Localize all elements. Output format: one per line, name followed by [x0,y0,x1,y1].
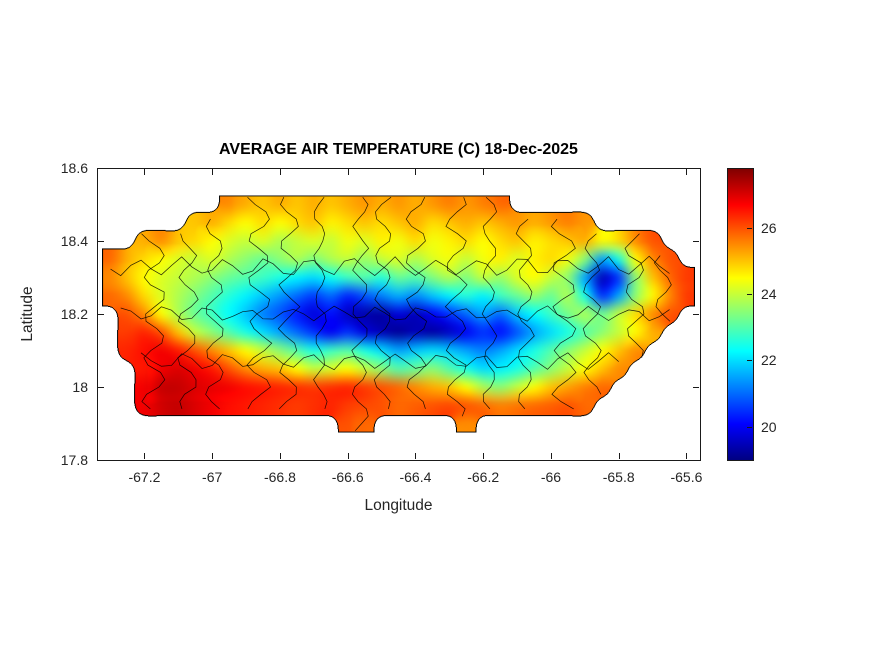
y-tick-label: 17.8 [60,452,88,468]
x-tick-label: -66.2 [467,469,500,485]
x-tick-label: -66.6 [331,469,364,485]
colorbar-tick-label: 24 [761,286,777,303]
colorbar-tick-label: 22 [761,352,777,369]
y-tick-label: 18 [72,379,88,395]
x-tick-label: -66.8 [263,469,296,485]
x-tick-label: -67 [202,469,223,485]
x-tick-label: -66.4 [399,469,432,485]
plot-title: AVERAGE AIR TEMPERATURE (C) 18-Dec-2025 [219,141,578,158]
colorbar-tick-label: 26 [761,219,777,236]
x-tick-label: -65.8 [602,469,635,485]
y-axis-label: Latitude [19,286,36,342]
x-tick-label: -65.6 [670,469,703,485]
y-tick-label: 18.4 [60,233,88,249]
y-tick-label: 18.2 [60,306,88,322]
colorbar-tick-label: 20 [761,418,777,435]
x-tick-label: -67.2 [128,469,161,485]
y-tick-label: 18.6 [60,160,88,176]
x-axis-label: Longitude [364,497,433,514]
x-tick-label: -66 [540,469,562,485]
